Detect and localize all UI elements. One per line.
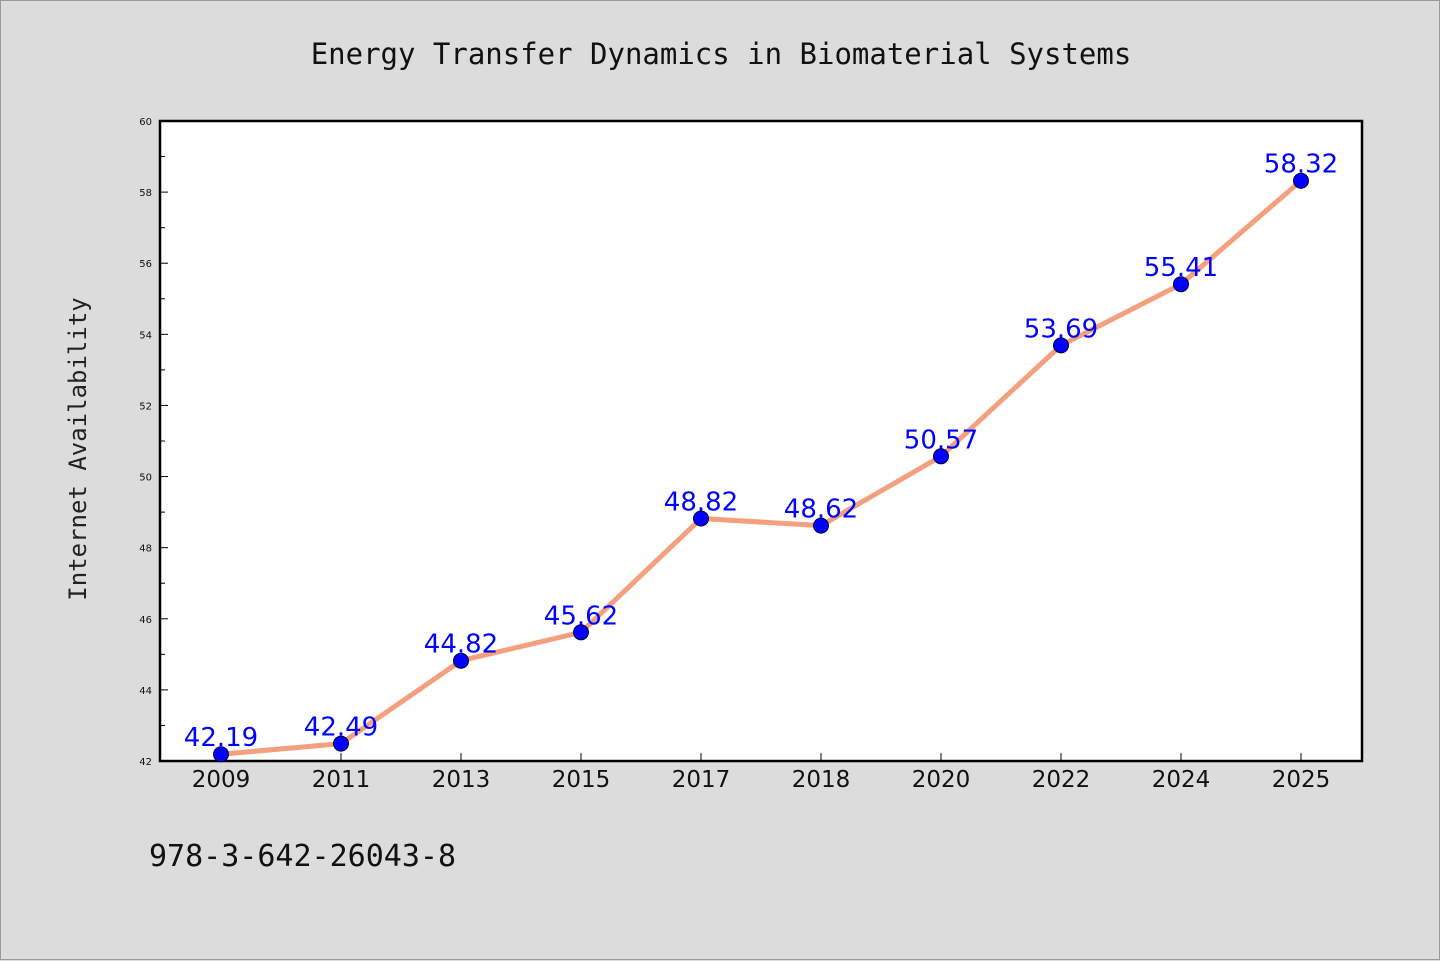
y-tick-label: 52 <box>139 401 152 412</box>
x-tick-label: 2011 <box>312 767 371 793</box>
data-label: 48.82 <box>664 488 738 518</box>
x-tick-label: 2022 <box>1032 767 1091 793</box>
x-tick-label: 2009 <box>192 767 251 793</box>
data-label: 45.62 <box>544 601 618 631</box>
data-label: 50.57 <box>904 425 978 455</box>
y-tick-label: 42 <box>139 757 152 768</box>
y-axis-label: Internet Availability <box>64 297 92 600</box>
data-label: 58.32 <box>1264 150 1338 180</box>
y-axis-ticks: 42 44 46 48 50 52 54 56 58 60 <box>139 117 168 768</box>
x-tick-label: 2013 <box>432 767 491 793</box>
x-tick-label: 2024 <box>1152 767 1211 793</box>
data-label: 42.49 <box>304 713 378 743</box>
data-label: 42.19 <box>184 723 258 753</box>
data-label: 53.69 <box>1024 314 1098 344</box>
chart-title: Energy Transfer Dynamics in Biomaterial … <box>311 37 1132 71</box>
y-tick-label: 54 <box>139 330 152 341</box>
x-tick-label: 2017 <box>672 767 731 793</box>
data-point <box>1293 172 1309 189</box>
data-point <box>453 652 469 669</box>
data-label: 55.41 <box>1144 253 1218 283</box>
x-tick-label: 2025 <box>1272 767 1331 793</box>
x-tick-label: 2015 <box>552 767 611 793</box>
y-tick-label: 58 <box>139 188 152 199</box>
x-tick-label: 2020 <box>912 767 971 793</box>
y-tick-label: 56 <box>139 259 152 270</box>
data-point <box>813 517 829 534</box>
data-point <box>933 448 949 465</box>
data-labels: 42.19 42.49 44.82 45.62 48.82 48.62 50.57 53.69… <box>184 150 1338 754</box>
data-point <box>573 624 589 641</box>
series-markers <box>213 172 1309 763</box>
data-point <box>693 510 709 527</box>
data-label: 48.62 <box>784 495 858 525</box>
y-tick-label: 50 <box>139 473 152 484</box>
data-point <box>1173 276 1189 293</box>
data-label: 44.82 <box>424 630 498 660</box>
series-line <box>218 178 1304 757</box>
data-point <box>1053 337 1069 354</box>
plot-area <box>158 119 1364 763</box>
data-point <box>333 735 349 752</box>
x-tick-label: 2018 <box>792 767 851 793</box>
y-tick-label: 60 <box>139 117 152 128</box>
y-tick-label: 48 <box>139 544 152 555</box>
y-tick-label: 46 <box>139 615 152 626</box>
footnote-isbn: 978-3-642-26043-8 <box>149 839 456 874</box>
y-tick-label: 44 <box>139 686 152 697</box>
series-line-group <box>218 178 1304 757</box>
data-point <box>213 746 229 763</box>
